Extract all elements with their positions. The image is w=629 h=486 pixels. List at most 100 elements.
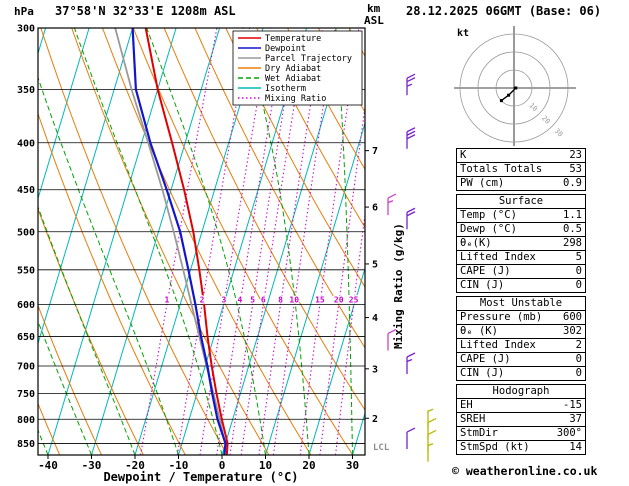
km-tick-label: 3 — [372, 364, 378, 375]
stat-value: 23 — [569, 149, 582, 161]
stat-value: 302 — [563, 325, 582, 337]
mixing-ratio-value-label: 10 — [289, 295, 299, 304]
dry-adiabat-line — [38, 112, 186, 455]
stat-label: CAPE (J) — [460, 265, 511, 277]
stats-row: θₑ(K) 298 — [457, 237, 585, 251]
stat-label: CIN (J) — [460, 279, 505, 291]
stat-label: SREH — [460, 413, 486, 425]
km-tick-label: 4 — [372, 313, 378, 324]
stats-row: EH -15 — [457, 399, 585, 413]
hodograph-ring — [477, 51, 551, 125]
stats-row: SREH 37 — [457, 413, 585, 427]
stat-value: 298 — [563, 237, 582, 249]
mixing-ratio-line — [319, 103, 365, 455]
x-axis-label: Dewpoint / Temperature (°C) — [103, 470, 299, 484]
legend-label: Isotherm — [265, 84, 306, 94]
stats-row: Temp (°C) 1.1 — [457, 209, 585, 223]
isotherm-line — [0, 28, 2, 455]
hodograph-unit-label: kt — [457, 28, 469, 39]
isotherm-line — [91, 28, 221, 455]
hodograph-point — [499, 99, 503, 103]
pressure-tick-label: 850 — [17, 439, 35, 450]
stat-value: 1.1 — [563, 209, 582, 221]
stat-value: -15 — [563, 399, 582, 411]
stat-label: Temp (°C) — [460, 209, 517, 221]
mixing-ratio-value-label: 8 — [278, 295, 283, 304]
pressure-tick-label: 700 — [17, 361, 35, 372]
stats-tables: K 23 Totals Totals 53 PW (cm) 0.9 Surface Temp … — [456, 148, 586, 458]
stat-value: 53 — [569, 163, 582, 175]
stats-row: CIN (J) 0 — [457, 367, 585, 380]
copyright: © weatheronline.co.uk — [452, 464, 598, 478]
stat-label: CIN (J) — [460, 367, 505, 379]
stat-value: 0.9 — [563, 177, 582, 189]
wet-adiabat-line — [38, 205, 136, 455]
temp-tick-label: -20 — [125, 459, 145, 472]
station-title: 37°58'N 32°33'E 1208m ASL — [55, 4, 236, 18]
stat-label: CAPE (J) — [460, 353, 511, 365]
km-tick-label: 7 — [372, 146, 378, 157]
dry-adiabat-line — [132, 28, 354, 455]
pressure-tick-label: 300 — [17, 24, 35, 35]
altitude-unit-km-label: km — [367, 2, 381, 15]
stats-table: K 23 Totals Totals 53 PW (cm) 0.9 — [456, 148, 586, 191]
temp-tick-label: -10 — [169, 459, 189, 472]
wind-barb-column — [427, 408, 437, 462]
temperature-curve — [144, 28, 229, 455]
legend-label: Parcel Trajectory — [265, 54, 352, 64]
isotherm-line — [308, 266, 365, 455]
dry-adiabat-line — [0, 28, 18, 455]
parcel-trajectory-curve — [114, 28, 228, 455]
stats-row: CIN (J) 0 — [457, 279, 585, 292]
wind-barb-column — [406, 73, 416, 450]
wet-adiabat-line — [335, 28, 353, 455]
mixing-ratio-line — [140, 28, 218, 455]
legend-label: Dewpoint — [265, 44, 306, 54]
stat-value: 600 — [563, 311, 582, 323]
mixing-ratio-line — [258, 28, 323, 455]
stats-table: Hodograph EH -15 SREH 37 StmDir 300° StmSpd (kt… — [456, 384, 586, 455]
dewpoint-curve — [131, 28, 227, 455]
mixing-ratio-line — [229, 28, 298, 455]
stat-value: 0.5 — [563, 223, 582, 235]
hodograph-ring — [495, 69, 533, 107]
mixing-ratio-value-label: 6 — [261, 295, 266, 304]
stats-table-header: Most Unstable — [457, 297, 585, 311]
isotherm-line — [38, 28, 90, 201]
stat-value: 14 — [569, 441, 582, 453]
temp-tick-label: 20 — [302, 459, 315, 472]
pressure-tick-label: 350 — [17, 85, 35, 96]
stat-label: PW (cm) — [460, 177, 505, 189]
mixing-ratio-value-label: 2 — [200, 295, 205, 304]
pressure-tick-label: 450 — [17, 185, 35, 196]
stat-label: Dewp (°C) — [460, 223, 517, 235]
stat-value: 0 — [575, 367, 582, 379]
stat-label: Pressure (mb) — [460, 311, 543, 323]
stat-value: 5 — [575, 251, 582, 263]
wet-adiabat-line — [146, 28, 266, 455]
isotherm-line — [265, 121, 365, 455]
stats-row: PW (cm) 0.9 — [457, 177, 585, 190]
stats-table-header: Surface — [457, 195, 585, 209]
wet-adiabat-line — [73, 28, 223, 455]
stat-label: EH — [460, 399, 473, 411]
datetime-title: 28.12.2025 06GMT (Base: 06) — [406, 4, 602, 18]
mixing-ratio-line — [335, 210, 365, 455]
hodograph-point — [514, 86, 518, 90]
altitude-unit-asl-label: ASL — [364, 14, 384, 27]
stat-value: 2 — [575, 339, 582, 351]
temp-tick-label: -30 — [82, 459, 102, 472]
stat-label: K — [460, 149, 467, 161]
stat-label: StmDir — [460, 427, 498, 439]
pressure-tick-label: 650 — [17, 332, 35, 343]
legend-label: Temperature — [265, 34, 321, 44]
stats-row: CAPE (J) 0 — [457, 265, 585, 279]
skewt-gridlines — [0, 28, 365, 455]
wet-adiabat-line — [38, 320, 92, 455]
temp-tick-label: -40 — [38, 459, 58, 472]
dry-adiabat-line — [225, 28, 365, 288]
stats-row: θₑ (K) 302 — [457, 325, 585, 339]
stat-label: Lifted Index — [460, 339, 536, 351]
hodograph-point — [507, 93, 511, 97]
